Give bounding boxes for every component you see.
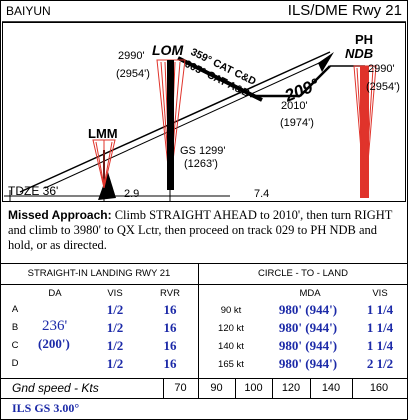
ndb-beam: [353, 65, 377, 199]
distance-lmm-lom: 2.9: [124, 188, 140, 200]
gs-col-100: 100: [244, 382, 263, 394]
ndb-altitude-sub: (2954'): [366, 81, 400, 93]
missed-approach-text: Missed Approach: Climb STRAIGHT AHEAD to…: [8, 208, 400, 253]
col-vis-circle: VIS: [372, 288, 388, 299]
gs-col-90: 90: [210, 382, 223, 394]
divider: [198, 263, 199, 378]
row-b-mda: 980' (944'): [278, 320, 338, 335]
divider: [0, 263, 408, 264]
row-b-rvr: 16: [163, 320, 177, 335]
missed-approach-arrow: [98, 172, 116, 200]
gs-intercept-altitude: GS 1299': [180, 145, 226, 157]
ils-glideslope-label: ILS GS 3.00°: [12, 401, 80, 415]
row-cat-d: D: [11, 358, 19, 369]
ndb-altitude: 2990': [368, 63, 395, 75]
groundspeed-label: Gnd speed - Kts: [12, 381, 99, 395]
tdze-label: TDZE 36': [8, 184, 59, 198]
lom-marker-beam: [156, 59, 186, 190]
row-b-circle-vis: 1 1/4: [366, 320, 394, 335]
missed-approach-instructions: Climb STRAIGHT AHEAD to 2010', then turn…: [8, 208, 393, 252]
divider: [0, 284, 408, 285]
divider: [0, 398, 408, 399]
row-a-mda: 980' (944'): [278, 302, 338, 317]
da-value: 236': [42, 318, 68, 334]
col-da: DA: [48, 288, 62, 299]
gs-intercept-altitude-sub: (1263'): [184, 158, 218, 170]
lom-altitude: 2990': [118, 50, 145, 62]
straight-in-title: STRAIGHT-IN LANDING RWY 21: [27, 268, 171, 279]
divider: [235, 378, 236, 398]
divider: [198, 378, 199, 398]
lmm-label: LMM: [88, 126, 118, 141]
divider: [352, 378, 353, 398]
row-c-speed: 140 kt: [218, 341, 244, 352]
airport-name: BAIYUN: [6, 4, 51, 18]
circle-to-land-title: CIRCLE - TO - LAND: [258, 268, 348, 279]
row-b-speed: 120 kt: [218, 323, 244, 334]
col-rvr: RVR: [160, 288, 180, 299]
ndb-label: NDB: [345, 46, 374, 61]
profile-view-drawing: [2, 21, 406, 202]
row-cat-a: A: [11, 304, 19, 315]
divider: [310, 378, 311, 398]
missed-approach-heading: Missed Approach:: [8, 208, 112, 222]
lom-label: LOM: [152, 42, 184, 58]
divider: [0, 378, 408, 379]
lmm-marker-beam: [92, 139, 116, 189]
row-c-vis: 1/2: [106, 338, 124, 353]
divider: [272, 378, 273, 398]
step-altitude: 2010': [281, 100, 308, 112]
inbound-arrow: [318, 52, 334, 72]
gs-col-160: 160: [369, 382, 389, 394]
row-d-mda: 980' (944'): [278, 356, 338, 371]
gs-col-140: 140: [321, 382, 341, 394]
step-altitude-sub: (1974'): [280, 117, 314, 129]
lom-altitude-sub: (2954'): [116, 68, 150, 80]
da-value-sub: (200'): [38, 336, 70, 351]
row-a-circle-vis: 1 1/4: [366, 302, 394, 317]
procedure-title: ILS/DME Rwy 21: [287, 2, 402, 19]
row-b-vis: 1/2: [106, 320, 124, 335]
row-a-rvr: 16: [163, 302, 177, 317]
divider: [163, 378, 164, 398]
row-c-mda: 980' (944'): [278, 338, 338, 353]
row-d-vis: 1/2: [106, 356, 124, 371]
distance-lom-ndb: 7.4: [254, 188, 270, 200]
ndb-name-label: PH: [355, 32, 374, 47]
row-cat-b: B: [11, 322, 19, 333]
row-a-speed: 90 kt: [220, 305, 242, 316]
row-c-rvr: 16: [163, 338, 177, 353]
row-c-circle-vis: 1 1/4: [366, 338, 394, 353]
gs-col-120: 120: [281, 382, 301, 394]
row-a-vis: 1/2: [106, 302, 124, 317]
row-d-circle-vis: 2 1/2: [366, 356, 394, 371]
col-vis: VIS: [107, 288, 123, 299]
row-cat-c: C: [11, 340, 19, 351]
row-d-rvr: 16: [163, 356, 177, 371]
col-mda: MDA: [299, 288, 321, 299]
row-d-speed: 165 kt: [218, 359, 244, 370]
gs-col-70: 70: [174, 382, 187, 394]
